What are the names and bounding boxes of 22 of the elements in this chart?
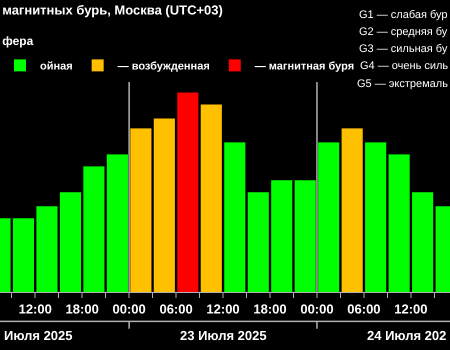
chart-title: магнитных бурь, Москва (UTC+03)	[2, 2, 223, 18]
x-tick-label: 18:00	[253, 302, 287, 317]
x-tick-label: 06:00	[347, 302, 381, 317]
text: 24 Июля 202	[367, 328, 446, 343]
text: G3 — сильная бу	[359, 43, 448, 55]
text: G4 — очень силь	[360, 60, 448, 72]
x-tick-label: 00:00	[112, 302, 146, 317]
x-tick-label: 06:00	[159, 302, 193, 317]
x-tick-label: 12:00	[394, 302, 428, 317]
text: G2 — средняя бу	[359, 26, 448, 38]
text: G5 — экстремаль	[357, 78, 448, 90]
chart-subtitle: фера	[2, 34, 34, 48]
legend-label: — возбужденная	[118, 60, 210, 73]
x-tick-label: 18:00	[66, 302, 99, 317]
legend-label: ойная	[40, 60, 73, 73]
x-tick-label: 12:00	[18, 302, 52, 317]
legend-label: — магнитная буря	[254, 60, 354, 73]
text: G1 — слабая бур	[359, 9, 448, 21]
x-tick-label: 00:00	[300, 302, 334, 317]
text: Июля 2025	[4, 328, 72, 343]
x-tick-label: 12:00	[206, 302, 240, 317]
text: 23 Июля 2025	[180, 328, 267, 343]
